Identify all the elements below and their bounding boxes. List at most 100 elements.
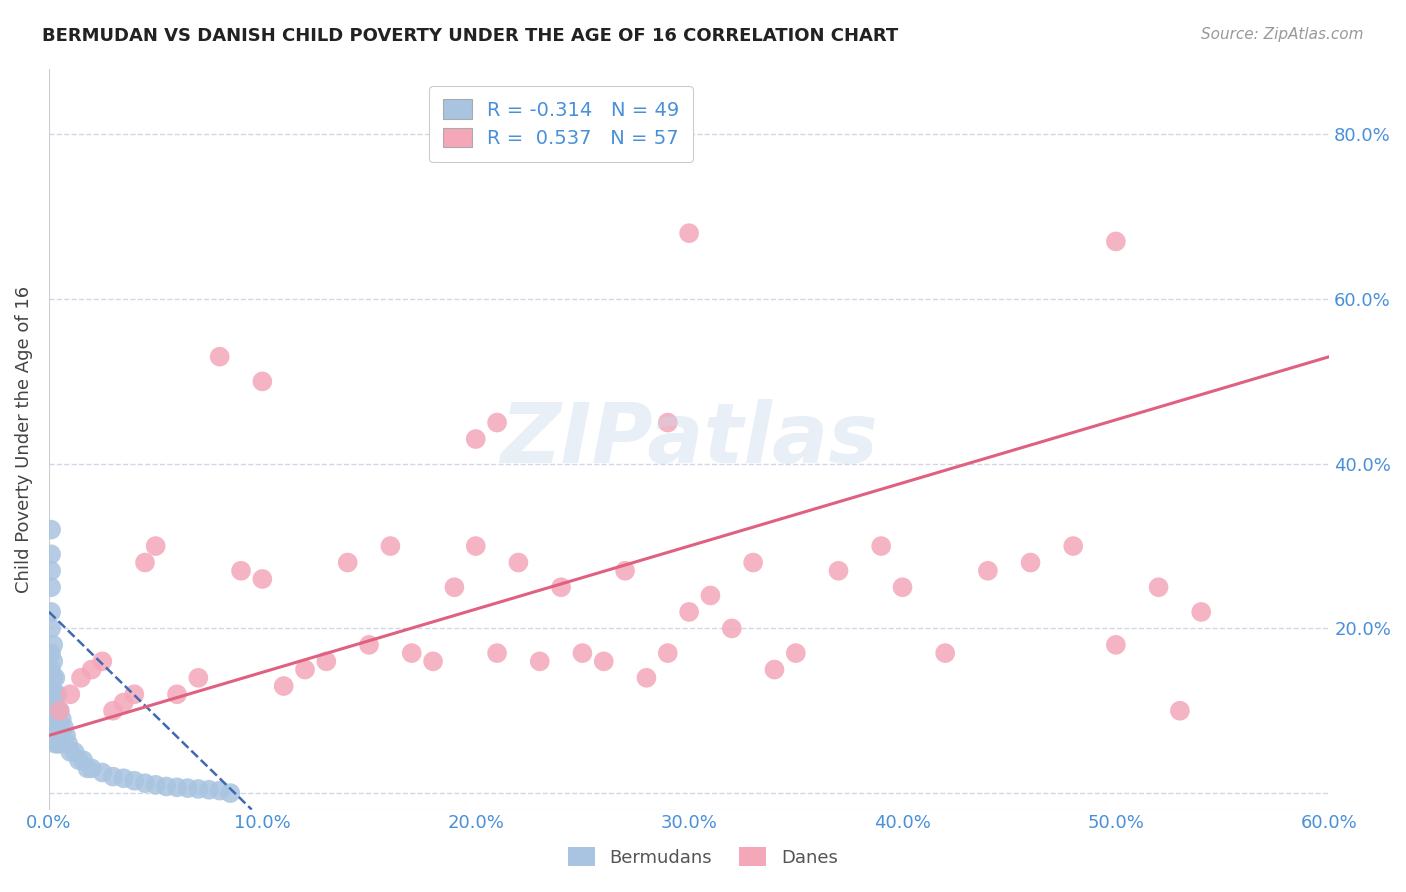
Point xyxy=(977,564,1000,578)
Point xyxy=(1168,704,1191,718)
Point xyxy=(176,781,198,796)
Point xyxy=(42,720,65,734)
Point xyxy=(48,720,70,734)
Point xyxy=(166,687,188,701)
Point xyxy=(550,580,572,594)
Point xyxy=(891,580,914,594)
Point xyxy=(636,671,658,685)
Point xyxy=(529,654,551,668)
Point xyxy=(91,654,114,668)
Point xyxy=(101,704,124,718)
Point xyxy=(486,646,509,660)
Point xyxy=(145,539,167,553)
Point xyxy=(46,737,69,751)
Point xyxy=(44,704,66,718)
Point xyxy=(63,745,86,759)
Point xyxy=(80,761,103,775)
Point xyxy=(315,654,337,668)
Point xyxy=(1147,580,1170,594)
Point xyxy=(763,663,786,677)
Point xyxy=(357,638,380,652)
Point xyxy=(464,539,486,553)
Point xyxy=(785,646,807,660)
Point xyxy=(422,654,444,668)
Point xyxy=(91,765,114,780)
Point xyxy=(294,663,316,677)
Point xyxy=(1105,235,1128,249)
Point xyxy=(124,773,146,788)
Point xyxy=(336,556,359,570)
Point xyxy=(134,776,156,790)
Legend: Bermudans, Danes: Bermudans, Danes xyxy=(561,840,845,874)
Text: Source: ZipAtlas.com: Source: ZipAtlas.com xyxy=(1201,27,1364,42)
Point xyxy=(1105,638,1128,652)
Point xyxy=(52,720,75,734)
Point xyxy=(742,556,765,570)
Point xyxy=(657,646,679,660)
Point xyxy=(59,745,82,759)
Point xyxy=(44,720,66,734)
Point xyxy=(657,416,679,430)
Point xyxy=(614,564,637,578)
Point xyxy=(1062,539,1084,553)
Point xyxy=(76,761,98,775)
Point xyxy=(48,704,70,718)
Point xyxy=(44,737,66,751)
Point xyxy=(827,564,849,578)
Point xyxy=(934,646,956,660)
Point xyxy=(101,770,124,784)
Point xyxy=(48,737,70,751)
Point xyxy=(208,350,231,364)
Point xyxy=(229,564,252,578)
Point xyxy=(112,696,135,710)
Point xyxy=(443,580,465,594)
Point xyxy=(67,753,90,767)
Point xyxy=(56,737,79,751)
Point xyxy=(187,671,209,685)
Point xyxy=(72,753,94,767)
Point xyxy=(39,605,62,619)
Point xyxy=(486,416,509,430)
Point xyxy=(380,539,402,553)
Point xyxy=(39,564,62,578)
Point xyxy=(198,782,221,797)
Point xyxy=(80,663,103,677)
Point xyxy=(592,654,614,668)
Point xyxy=(39,523,62,537)
Point xyxy=(42,638,65,652)
Point xyxy=(252,572,274,586)
Point xyxy=(44,687,66,701)
Point xyxy=(1019,556,1042,570)
Point xyxy=(39,646,62,660)
Point xyxy=(39,621,62,635)
Point xyxy=(187,781,209,796)
Point xyxy=(273,679,295,693)
Point xyxy=(39,547,62,561)
Point xyxy=(112,771,135,785)
Point xyxy=(252,375,274,389)
Point xyxy=(42,654,65,668)
Point xyxy=(464,432,486,446)
Point xyxy=(51,712,73,726)
Point xyxy=(44,671,66,685)
Point xyxy=(720,621,742,635)
Point xyxy=(42,704,65,718)
Point xyxy=(70,671,93,685)
Point xyxy=(46,720,69,734)
Point xyxy=(155,780,177,794)
Legend: R = -0.314   N = 49, R =  0.537   N = 57: R = -0.314 N = 49, R = 0.537 N = 57 xyxy=(429,86,693,161)
Point xyxy=(59,687,82,701)
Point xyxy=(39,580,62,594)
Point xyxy=(219,786,242,800)
Text: ZIPatlas: ZIPatlas xyxy=(501,399,879,480)
Point xyxy=(42,687,65,701)
Point xyxy=(699,589,721,603)
Point xyxy=(208,783,231,797)
Point xyxy=(870,539,893,553)
Point xyxy=(401,646,423,660)
Point xyxy=(124,687,146,701)
Point xyxy=(1189,605,1212,619)
Text: BERMUDAN VS DANISH CHILD POVERTY UNDER THE AGE OF 16 CORRELATION CHART: BERMUDAN VS DANISH CHILD POVERTY UNDER T… xyxy=(42,27,898,45)
Point xyxy=(46,687,69,701)
Point xyxy=(39,663,62,677)
